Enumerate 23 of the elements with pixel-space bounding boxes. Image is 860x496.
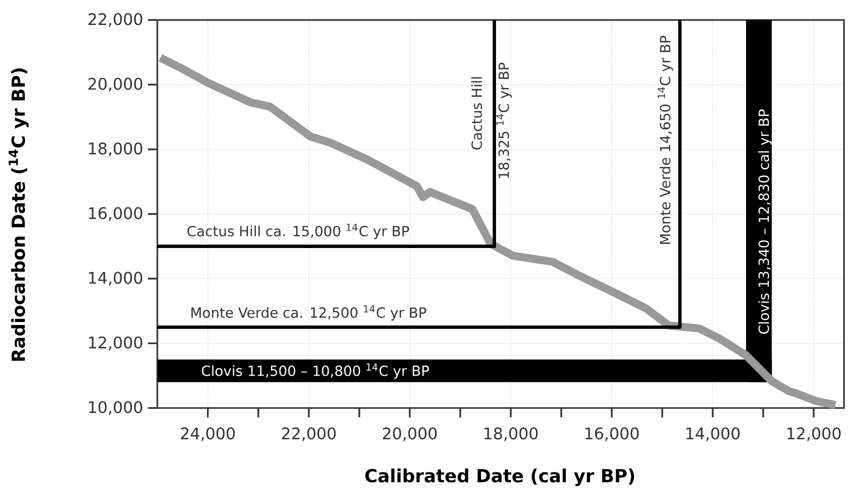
x-tick-label: 20,000 (382, 427, 437, 442)
y-axis-title: Radiocarbon Date ($^{14}$C yr BP) (8, 68, 29, 361)
x-tick-label: 24,000 (181, 427, 235, 442)
x-tick-label: 18,000 (484, 427, 538, 442)
y-tick-label: 10,000 (89, 401, 142, 415)
y-tick-label: 16,000 (89, 207, 142, 221)
y-tick-label: 18,000 (89, 142, 142, 156)
annotation: 18,325 $^{14}$C yr BP (496, 62, 512, 178)
annotation: Clovis 13,340 – 12,830 cal yr BP (758, 109, 772, 334)
x-axis-title: Calibrated Date (cal yr BP) (365, 468, 634, 486)
annotation: Monte Verde ca. 12,500 $^{14}$C yr BP (191, 305, 426, 321)
x-tick-label: 22,000 (282, 427, 336, 442)
y-tick-label: 20,000 (88, 78, 142, 92)
x-tick-label: 14,000 (686, 427, 740, 442)
annotation: Cactus Hill ca. 15,000 $^{14}$C yr BP (187, 224, 410, 240)
annotation: Clovis 11,500 – 10,800 $^{14}$C yr BP (202, 363, 429, 379)
y-tick-label: 14,000 (89, 272, 142, 286)
annotation: Monte Verde 14,650 $^{14}$C yr BP (658, 36, 674, 244)
y-tick-label: 22,000 (88, 13, 142, 27)
x-tick-label: 16,000 (586, 427, 639, 442)
annotation: Cactus Hill (471, 77, 482, 150)
x-tick-label: 12,000 (787, 427, 841, 442)
y-tick-label: 12,000 (89, 336, 142, 350)
